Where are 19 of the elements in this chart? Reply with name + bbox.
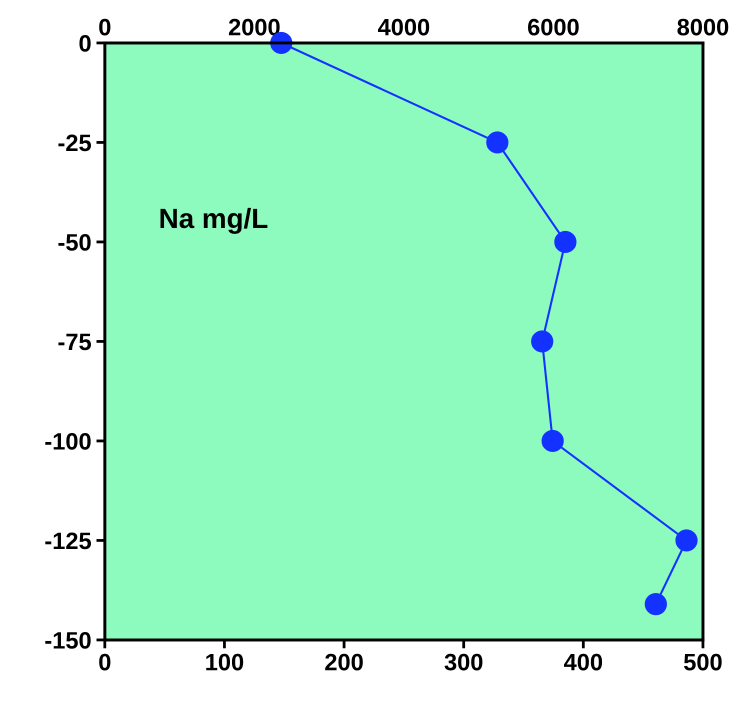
x2-tick-label: 2000 — [228, 18, 280, 36]
y-tick-label: -100 — [45, 433, 91, 450]
x-tick-label: 0 — [99, 654, 110, 670]
x2-tick-label: 8000 — [677, 18, 728, 36]
x-tick-label: 400 — [564, 654, 602, 670]
annotation: Na mg/L — [160, 208, 268, 234]
y-tick-label: -150 — [45, 632, 91, 649]
x2-tick-label: 4000 — [378, 18, 430, 36]
x-tick-label: 500 — [684, 654, 722, 670]
y-tick-label: -25 — [58, 134, 91, 152]
y-tick-label: 0 — [79, 35, 91, 52]
x-tick-label: 200 — [325, 654, 363, 670]
x-tick-label: 300 — [444, 654, 482, 671]
x2-tick-label: 0 — [99, 18, 110, 36]
y-tick-label: -50 — [58, 234, 91, 251]
x2-tick-label: 6000 — [528, 18, 579, 36]
y-tick-label: -125 — [45, 532, 91, 550]
y-tick-label: -75 — [58, 334, 91, 350]
x-tick-label: 100 — [206, 654, 244, 670]
